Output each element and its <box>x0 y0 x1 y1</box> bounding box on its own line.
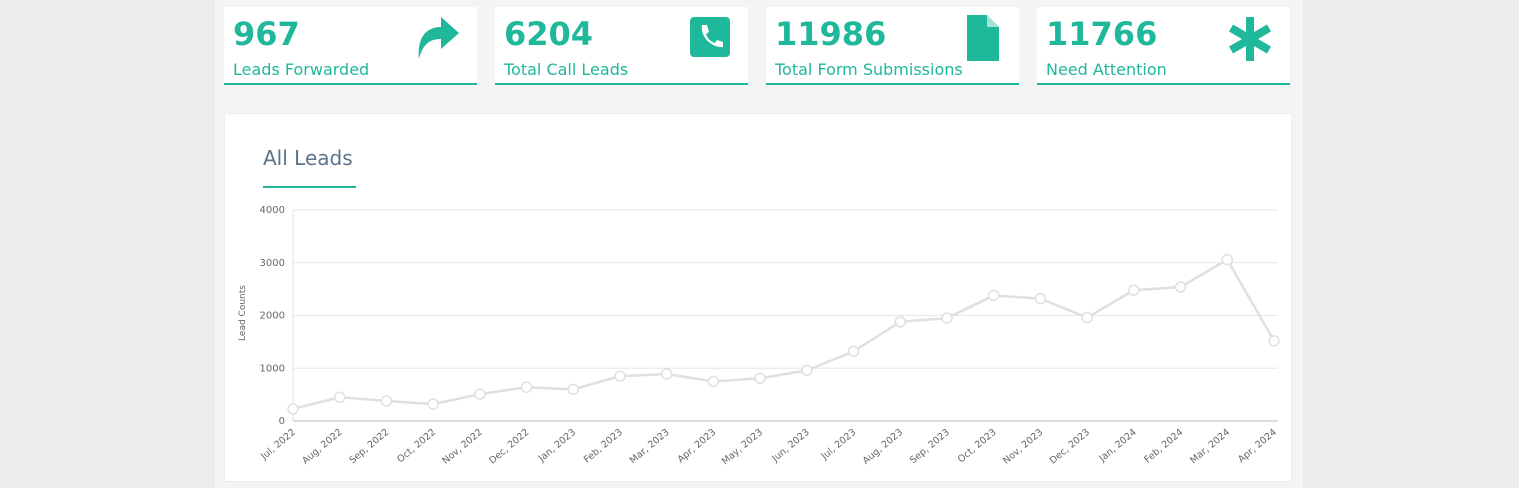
data-point <box>941 312 953 324</box>
data-point <box>567 383 580 396</box>
x-tick-label: Apr, 2023 <box>676 427 719 465</box>
stat-label: Leads Forwarded <box>233 60 370 79</box>
data-point <box>614 370 626 382</box>
x-tick-label: Sep, 2023 <box>908 427 952 466</box>
y-axis-label: Lead Counts <box>238 285 248 341</box>
x-tick-label: Jan, 2024 <box>1097 427 1139 465</box>
x-tick-label: Aug, 2023 <box>861 427 905 467</box>
chart-panel: All Leads Lead Counts 0 1000 2000 3000 4000 J… <box>224 113 1292 482</box>
data-point <box>660 368 673 380</box>
data-point <box>427 398 439 410</box>
data-point <box>847 345 860 358</box>
x-tick-label: Nov, 2022 <box>440 427 484 467</box>
file-icon <box>967 15 999 61</box>
y-tick-label: 2000 <box>260 311 285 322</box>
data-point <box>801 364 813 377</box>
x-tick-label: Dec, 2023 <box>1048 427 1092 467</box>
data-point <box>333 391 346 404</box>
x-tick-label: Jul, 2022 <box>258 427 298 463</box>
stat-label: Total Call Leads <box>504 60 629 79</box>
data-point <box>1221 253 1234 266</box>
data-point <box>287 403 299 415</box>
x-tick-label: Feb, 2024 <box>1142 427 1185 466</box>
x-tick-label: Jan, 2023 <box>536 427 578 465</box>
x-tick-label: Dec, 2022 <box>487 427 531 467</box>
stat-card: 967 Leads Forwarded <box>224 7 477 85</box>
x-tick-label: Aug, 2022 <box>300 427 344 467</box>
stat-card: 6204 Total Call Leads <box>495 7 748 85</box>
stat-label: Total Form Submissions <box>775 60 963 79</box>
data-point <box>1174 281 1187 293</box>
x-tick-label: Sep, 2022 <box>347 427 391 466</box>
x-tick-label: Oct, 2023 <box>956 427 999 465</box>
data-point <box>474 388 486 400</box>
stat-value: 11766 <box>1046 15 1158 53</box>
asterisk-icon <box>1228 17 1272 61</box>
data-point <box>707 375 720 388</box>
x-tick-label: Jul, 2023 <box>819 427 859 463</box>
forward-icon <box>418 17 459 59</box>
data-point <box>380 395 393 407</box>
stat-value: 11986 <box>775 15 887 53</box>
x-tick-label: Oct, 2022 <box>395 427 438 465</box>
x-tick-label: Feb, 2023 <box>582 427 625 466</box>
stat-card: 11766 Need Attention <box>1037 7 1290 85</box>
y-tick-label: 1000 <box>260 363 285 374</box>
data-point <box>987 289 1000 302</box>
x-tick-label: Apr, 2024 <box>1236 427 1279 465</box>
data-line <box>292 257 1276 411</box>
y-tick-label: 3000 <box>260 258 285 269</box>
stat-value: 6204 <box>504 15 594 53</box>
data-point <box>894 316 907 328</box>
stat-card: 11986 Total Form Submissions <box>766 7 1019 85</box>
chart: All Leads Lead Counts 0 1000 2000 3000 4000 J… <box>238 146 1280 467</box>
x-tick-label: Jun, 2023 <box>769 427 811 465</box>
data-point <box>1081 311 1093 324</box>
y-tick-label: 0 <box>279 416 285 427</box>
data-point <box>754 372 766 385</box>
stat-label: Need Attention <box>1046 60 1167 79</box>
x-tick-label: Mar, 2023 <box>628 427 672 466</box>
data-point <box>1268 335 1280 347</box>
chart-title: All Leads <box>263 146 353 170</box>
x-tick-label: Mar, 2024 <box>1188 427 1232 466</box>
data-point <box>1128 284 1140 296</box>
y-tick-label: 4000 <box>260 205 285 216</box>
x-tick-label: Nov, 2023 <box>1001 427 1045 467</box>
stat-value: 967 <box>233 15 300 53</box>
x-tick-label: May, 2023 <box>720 427 765 467</box>
phone-icon <box>690 17 730 57</box>
data-point <box>520 381 533 393</box>
data-point <box>1034 292 1047 305</box>
